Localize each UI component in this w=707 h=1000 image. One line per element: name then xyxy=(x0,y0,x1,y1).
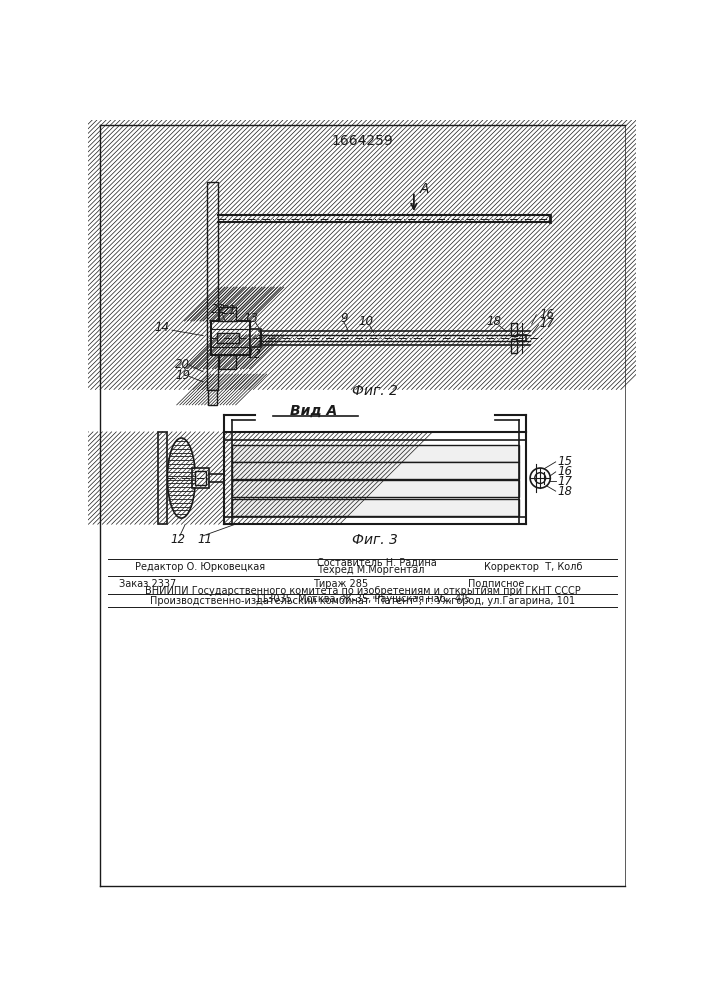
Bar xyxy=(232,445,518,462)
Text: 16: 16 xyxy=(557,465,572,478)
Text: 10: 10 xyxy=(358,315,373,328)
Bar xyxy=(211,321,250,355)
Text: Редактор О. Юрковецкая: Редактор О. Юрковецкая xyxy=(135,562,265,572)
Text: 15: 15 xyxy=(557,455,572,468)
Bar xyxy=(232,480,518,497)
Text: 18: 18 xyxy=(557,485,572,498)
Text: ВНИИПИ Государственного комитета по изобретениям и открытиям при ГКНТ СССР: ВНИИПИ Государственного комитета по изоб… xyxy=(145,586,580,596)
Text: Тираж 285: Тираж 285 xyxy=(313,579,368,589)
Text: 113035, Москва, Ж-35, Раушская наб., 4/5: 113035, Москва, Ж-35, Раушская наб., 4/5 xyxy=(255,594,471,604)
Bar xyxy=(510,323,517,336)
Bar xyxy=(250,329,261,347)
Bar xyxy=(192,468,209,488)
Text: 19: 19 xyxy=(175,369,190,382)
Bar xyxy=(208,389,217,405)
Text: 12: 12 xyxy=(246,348,261,361)
Bar xyxy=(232,499,518,516)
Text: Техред М.Моргентал: Техред М.Моргентал xyxy=(317,565,424,575)
Text: Заказ 2337: Заказ 2337 xyxy=(119,579,177,589)
Text: 21: 21 xyxy=(222,304,237,317)
Text: 22: 22 xyxy=(211,303,226,316)
Text: 14: 14 xyxy=(155,321,170,334)
Text: Фиг. 2: Фиг. 2 xyxy=(352,384,398,398)
Text: 12: 12 xyxy=(170,533,185,546)
Circle shape xyxy=(534,473,546,483)
Text: 17: 17 xyxy=(557,475,572,488)
Bar xyxy=(217,333,239,343)
Bar xyxy=(207,182,218,389)
Text: 18: 18 xyxy=(486,315,501,328)
Text: 11: 11 xyxy=(197,533,212,546)
Text: 16: 16 xyxy=(539,308,554,321)
Text: Производственно-издательский комбинат "Патент", г. Ужгород, ул.Гагарина, 101: Производственно-издательский комбинат "П… xyxy=(150,596,575,606)
Bar xyxy=(232,462,518,479)
Bar xyxy=(218,355,235,369)
Text: 17: 17 xyxy=(539,317,554,330)
Text: A: A xyxy=(420,182,430,196)
Text: 9: 9 xyxy=(340,312,348,325)
Text: Составитель Н. Радина: Составитель Н. Радина xyxy=(317,558,437,568)
Bar xyxy=(195,471,206,485)
Text: Корректор  Т, Колб: Корректор Т, Колб xyxy=(484,562,582,572)
Text: Вид A: Вид A xyxy=(289,404,337,418)
Text: 13: 13 xyxy=(244,312,259,325)
Text: 20: 20 xyxy=(175,358,190,371)
Circle shape xyxy=(530,468,550,488)
Bar xyxy=(510,339,517,353)
Bar xyxy=(158,432,168,524)
Ellipse shape xyxy=(168,438,195,518)
Bar xyxy=(218,307,235,321)
Text: Фиг. 3: Фиг. 3 xyxy=(352,533,398,547)
Text: Подписное: Подписное xyxy=(468,579,525,589)
Text: 1664259: 1664259 xyxy=(332,134,394,148)
